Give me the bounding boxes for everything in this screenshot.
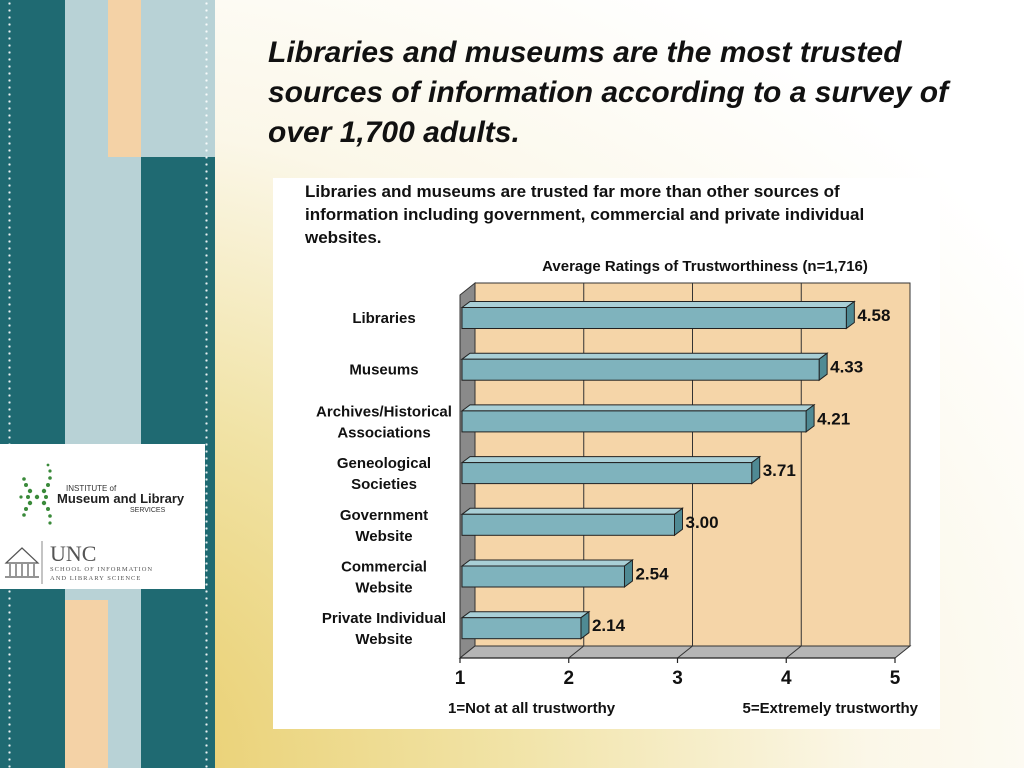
x-tick-label-1: 1 bbox=[455, 668, 466, 689]
bar-2 bbox=[461, 358, 820, 381]
category-label-1: Libraries bbox=[352, 310, 415, 327]
bar-3 bbox=[461, 410, 807, 433]
data-label-2: 4.33 bbox=[830, 358, 863, 377]
slide-title: Libraries and museums are the most trust… bbox=[268, 36, 949, 149]
bar-4 bbox=[461, 462, 753, 485]
bar-6 bbox=[461, 565, 625, 588]
bar-7-top bbox=[460, 611, 591, 619]
x-note-left: 1=Not at all trustworthy bbox=[448, 700, 616, 717]
imls-line1: INSTITUTE of bbox=[66, 484, 117, 493]
x-tick-label-4: 4 bbox=[781, 668, 792, 689]
unc-line1: SCHOOL OF INFORMATION bbox=[50, 566, 153, 573]
bar-2-top bbox=[460, 352, 829, 360]
floor-gridline-4 bbox=[785, 645, 802, 659]
category-label-4-line2: Societies bbox=[351, 476, 417, 493]
unc-building-icon bbox=[4, 547, 40, 578]
stripe-peach-1 bbox=[108, 0, 141, 157]
imls-line3: SERVICES bbox=[130, 507, 166, 514]
bar-4-top bbox=[460, 456, 762, 464]
category-label-7-line2: Website bbox=[355, 631, 412, 648]
logos-graphic: INSTITUTE of Museum and Library SERVICES… bbox=[4, 463, 185, 584]
floor-gridline-3 bbox=[677, 645, 693, 659]
category-label-5-line2: Website bbox=[355, 528, 412, 545]
category-label-3-line1: Archives/Historical bbox=[316, 403, 452, 420]
category-label-4-line1: Geneological bbox=[337, 455, 431, 472]
x-note-right: 5=Extremely trustworthy bbox=[743, 700, 919, 717]
data-label-6: 2.54 bbox=[635, 565, 669, 584]
x-tick-label-3: 3 bbox=[672, 668, 683, 689]
category-label-6-line1: Commercial bbox=[341, 559, 427, 576]
data-label-5: 3.00 bbox=[686, 513, 719, 532]
data-label-1: 4.58 bbox=[857, 306, 890, 325]
dotted-line-right bbox=[205, 0, 208, 768]
bar-1-top bbox=[460, 301, 856, 308]
bar-1 bbox=[461, 307, 847, 329]
unc-name: UNC bbox=[50, 541, 96, 566]
bar-6-top bbox=[460, 559, 634, 567]
partner-logos: INSTITUTE of Museum and Library SERVICES… bbox=[0, 444, 205, 589]
category-label-2: Museums bbox=[349, 362, 418, 379]
bar-5 bbox=[461, 513, 675, 536]
stripe-peach-2 bbox=[65, 600, 108, 768]
category-label-7-line1: Private Individual bbox=[322, 610, 446, 627]
imls-starburst-icon bbox=[19, 463, 52, 525]
bar-7 bbox=[461, 617, 582, 640]
category-label-5-line1: Government bbox=[340, 507, 428, 524]
dotted-line-left bbox=[8, 0, 11, 768]
chart-caption: Libraries and museums are trusted far mo… bbox=[305, 182, 865, 247]
bar-3-top bbox=[460, 404, 816, 412]
stripe-light-3 bbox=[141, 0, 215, 157]
floor-gridline-2 bbox=[568, 645, 585, 659]
category-label-3-line2: Associations bbox=[337, 424, 430, 441]
imls-line2: Museum and Library bbox=[57, 491, 185, 506]
data-label-4: 3.71 bbox=[763, 461, 796, 480]
data-label-3: 4.21 bbox=[817, 409, 850, 428]
unc-line2: AND LIBRARY SCIENCE bbox=[50, 575, 141, 582]
chart-title: Average Ratings of Trustworthiness (n=1,… bbox=[542, 258, 868, 275]
data-label-7: 2.14 bbox=[592, 616, 626, 635]
category-label-6-line2: Website bbox=[355, 580, 412, 597]
x-tick-label-2: 2 bbox=[563, 668, 574, 689]
x-tick-label-5: 5 bbox=[890, 668, 901, 689]
bar-5-top bbox=[460, 507, 684, 515]
